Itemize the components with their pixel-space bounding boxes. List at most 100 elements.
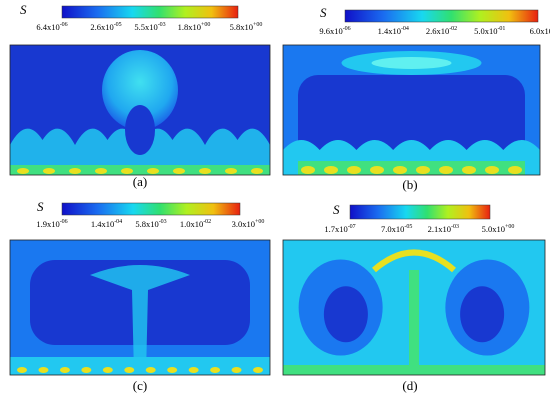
tick-exponent: -02 — [449, 26, 457, 32]
panel-caption: (b) — [402, 177, 417, 192]
field-cap — [372, 249, 456, 273]
colorbar-tick-label: 7.0x10-05 — [381, 224, 412, 234]
tick-exponent: -05 — [114, 22, 122, 28]
colorbar-variable: S — [20, 2, 27, 17]
panel: S 1.9x10-06 1.4x10-04 5.8x10-03 1.0x10-02 3.0… — [9, 199, 271, 393]
colorbar-variable: S — [333, 202, 340, 217]
tick-exponent: -01 — [497, 26, 505, 32]
plot-frame — [9, 44, 271, 176]
field-spot — [81, 367, 92, 373]
tick-mantissa: 6.4x10 — [36, 22, 59, 32]
tick-mantissa: 1.8x10 — [178, 22, 201, 32]
field-spot — [370, 166, 384, 174]
colorbar — [349, 204, 491, 220]
colorbar-tick-label: 1.8x10+00 — [178, 22, 211, 32]
colorbar-tick-label: 5.8x10-03 — [135, 219, 166, 229]
colorbar — [61, 202, 241, 216]
tick-mantissa: 5.5x10 — [134, 22, 157, 32]
colorbar-tick-label: 1.4x10-04 — [91, 219, 122, 229]
colorbar-tick-label: 5.8x10+00 — [230, 22, 263, 32]
field-spot — [188, 367, 199, 373]
field-spot — [59, 367, 70, 373]
field-spot — [95, 168, 107, 174]
field-cap-core — [371, 57, 452, 69]
field-spot — [173, 168, 185, 174]
panel-caption: (a) — [133, 174, 147, 189]
field-spot — [38, 367, 49, 373]
field-spot — [251, 168, 263, 174]
colorbar-variable: S — [37, 199, 44, 214]
field-spot — [210, 367, 221, 373]
field-spot — [485, 166, 499, 174]
tick-exponent: +00 — [505, 224, 514, 230]
colorbar — [344, 9, 539, 23]
field-inner — [298, 75, 525, 160]
panel: S 1.7x10-07 7.0x10-05 2.1x10-03 5.0x10+00 (d) — [282, 202, 546, 393]
field-base — [283, 365, 545, 375]
panel: S 9.6x10-06 1.4x10-04 2.6x10-02 5.0x10-01 6.0… — [282, 5, 550, 192]
tick-exponent: -03 — [451, 224, 459, 230]
field-spot — [416, 166, 430, 174]
tick-mantissa: 2.1x10 — [428, 224, 451, 234]
field-spot — [231, 367, 242, 373]
field-spot — [393, 166, 407, 174]
panel-caption: (c) — [133, 378, 147, 393]
tick-exponent: -04 — [114, 219, 122, 225]
field-stem — [90, 265, 190, 375]
field-spot — [508, 166, 522, 174]
tick-mantissa: 5.0x10 — [482, 224, 505, 234]
field-spot — [145, 367, 156, 373]
tick-exponent: -06 — [343, 26, 351, 32]
field-eddy-core — [460, 286, 505, 343]
plot-frame — [282, 239, 546, 376]
tick-exponent: -05 — [404, 224, 412, 230]
plot-frame — [282, 44, 541, 176]
tick-mantissa: 5.0x10 — [474, 26, 497, 36]
field-core — [125, 105, 155, 155]
tick-exponent: -04 — [401, 26, 409, 32]
field-spot — [347, 166, 361, 174]
field-spot — [17, 367, 27, 373]
field-spot — [253, 367, 263, 373]
tick-mantissa: 6.0x10 — [530, 26, 550, 36]
plot-frame — [9, 239, 271, 376]
field-spot — [225, 168, 237, 174]
tick-mantissa: 5.8x10 — [230, 22, 253, 32]
tick-mantissa: 1.4x10 — [378, 26, 401, 36]
colorbar-tick-label: 9.6x10-06 — [319, 26, 350, 36]
tick-exponent: -06 — [60, 219, 68, 225]
colorbar-variable: S — [320, 5, 327, 20]
colorbar-tick-label: 1.7x10-07 — [324, 224, 355, 234]
tick-mantissa: 5.8x10 — [135, 219, 158, 229]
field-spot — [167, 367, 178, 373]
colorbar-tick-label: 5.5x10-03 — [134, 22, 165, 32]
field-eddy-core — [323, 286, 368, 343]
panel: S 6.4x10-06 2.6x10-05 5.5x10-03 1.8x10+00 5.8… — [9, 2, 271, 189]
colorbar-tick-label: 1.4x10-04 — [378, 26, 409, 36]
tick-mantissa: 2.6x10 — [90, 22, 113, 32]
colorbar-tick-label: 5.0x10+00 — [482, 224, 515, 234]
tick-mantissa: 7.0x10 — [381, 224, 404, 234]
colorbar-tick-label: 2.1x10-03 — [428, 224, 459, 234]
field-spot — [69, 168, 81, 174]
field-spot — [301, 166, 315, 174]
field-spot — [462, 166, 476, 174]
tick-exponent: -07 — [348, 224, 356, 230]
tick-exponent: +00 — [201, 22, 210, 28]
tick-exponent: +00 — [255, 219, 264, 225]
field-base — [10, 357, 270, 375]
tick-mantissa: 1.7x10 — [324, 224, 347, 234]
tick-mantissa: 3.0x10 — [232, 219, 255, 229]
field-spot — [324, 166, 338, 174]
field-bubble — [102, 50, 178, 130]
panel-caption: (d) — [402, 378, 417, 393]
colorbar — [61, 5, 239, 19]
tick-mantissa: 9.6x10 — [319, 26, 342, 36]
colorbar-tick-label: 2.6x10-02 — [426, 26, 457, 36]
field-spot — [121, 168, 133, 174]
colorbar-tick-label: 6.4x10-06 — [36, 22, 67, 32]
colorbar-tick-label: 2.6x10-05 — [90, 22, 121, 32]
tick-exponent: -03 — [159, 219, 167, 225]
tick-mantissa: 2.6x10 — [426, 26, 449, 36]
